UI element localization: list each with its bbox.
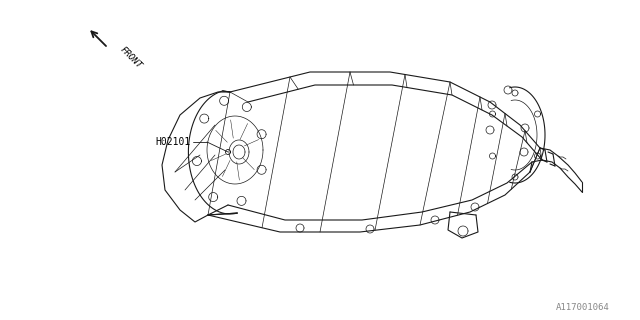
Text: A117001064: A117001064 (556, 303, 610, 312)
Text: H02101: H02101 (155, 137, 190, 147)
Text: FRONT: FRONT (118, 45, 143, 71)
